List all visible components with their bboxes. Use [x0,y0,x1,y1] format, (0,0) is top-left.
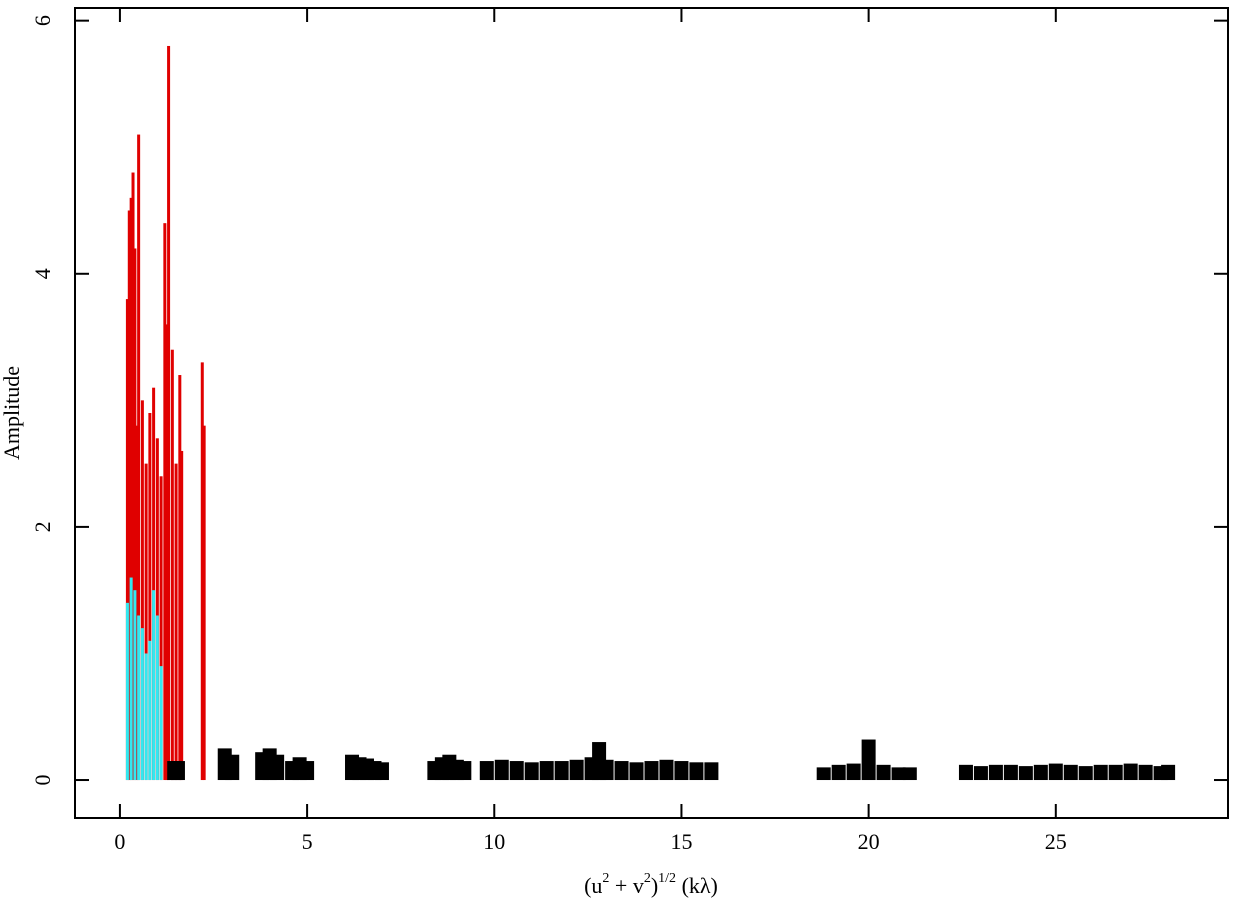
data-stem [165,324,169,781]
data-stem [1018,766,1033,781]
data-stem [891,767,906,781]
data-stem [973,766,988,781]
data-stem [554,761,569,781]
data-stem [137,134,141,781]
x-tick-label: 5 [302,829,313,854]
x-tick-label: 25 [1045,829,1067,854]
data-stem [1003,764,1018,781]
data-stem [509,761,524,781]
data-stem [629,762,644,781]
data-stem [129,197,133,781]
data-stem [374,762,389,781]
data-stem [225,754,240,781]
data-stem [133,248,137,781]
data-stem [846,763,861,781]
data-stem [159,666,163,781]
data-stem [127,210,131,781]
x-axis-label-part: (kλ) [676,873,718,898]
data-stem [133,590,137,781]
data-stem [1108,764,1123,781]
data-stem [659,759,674,781]
y-axis-label: Amplitude [0,366,24,460]
data-stem [816,767,831,781]
data-stem [704,762,719,781]
x-axis-label-part: 2 [602,871,609,886]
x-tick-label: 15 [670,829,692,854]
x-tick-label: 0 [114,829,125,854]
data-stem [569,759,584,781]
plot-frame [74,7,1229,819]
data-stem [155,438,159,781]
data-stem [144,653,148,781]
data-stem [1093,764,1108,781]
x-axis-label-part: 2 [644,871,651,886]
data-stem [137,615,141,781]
y-tick-label: 0 [30,775,55,786]
data-stem [202,425,206,781]
data-stem [300,761,315,781]
data-stem [861,739,876,781]
x-axis-label-part: 1/2 [658,871,676,886]
data-stem [1078,766,1093,781]
data-stem [125,299,129,781]
data-stem [614,761,629,781]
data-stem [174,463,178,781]
data-stem [1063,764,1078,781]
data-stem [180,450,184,781]
x-axis-label-part: ) [651,873,658,898]
data-stem [689,762,704,781]
data-stem [167,45,171,781]
data-stem [457,761,472,781]
data-stem [902,767,917,781]
data-stem [539,761,554,781]
data-stem [148,413,152,781]
data-stem [131,172,135,781]
data-stem [152,590,156,781]
data-stem [599,759,614,781]
data-stem [178,375,182,781]
data-stem [170,761,185,781]
x-axis-label-part: (u [584,873,602,898]
data-stem [1048,763,1063,781]
data-stem [200,362,204,781]
data-stem [159,476,163,781]
data-stem [876,764,891,781]
data-stem [958,764,973,781]
data-stem [148,640,152,781]
data-stem [140,628,144,781]
data-stem [129,577,133,781]
data-stem [479,761,494,781]
data-stem [170,349,174,781]
data-stem [831,764,846,781]
data-stem [155,615,159,781]
data-stem [270,754,285,781]
data-stem [163,223,167,781]
data-stem [524,762,539,781]
data-stem [1161,764,1176,781]
x-tick-label: 10 [483,829,505,854]
y-tick-label: 6 [30,15,55,26]
x-axis-label: (u2 + v2)1/2 (kλ) [584,871,718,898]
x-tick-label: 20 [858,829,880,854]
data-stem [140,400,144,781]
data-stem [988,764,1003,781]
data-stem [1138,764,1153,781]
data-stem [494,759,509,781]
y-tick-label: 2 [30,521,55,532]
data-stem [1123,763,1138,781]
data-stem [144,463,148,781]
data-stem [1033,764,1048,781]
y-tick-label: 4 [30,268,55,279]
data-stem [135,425,139,781]
data-stem [674,761,689,781]
data-stem [125,602,129,781]
x-axis-label-part: + v [609,873,643,898]
data-stem [152,387,156,781]
data-stem [644,761,659,781]
